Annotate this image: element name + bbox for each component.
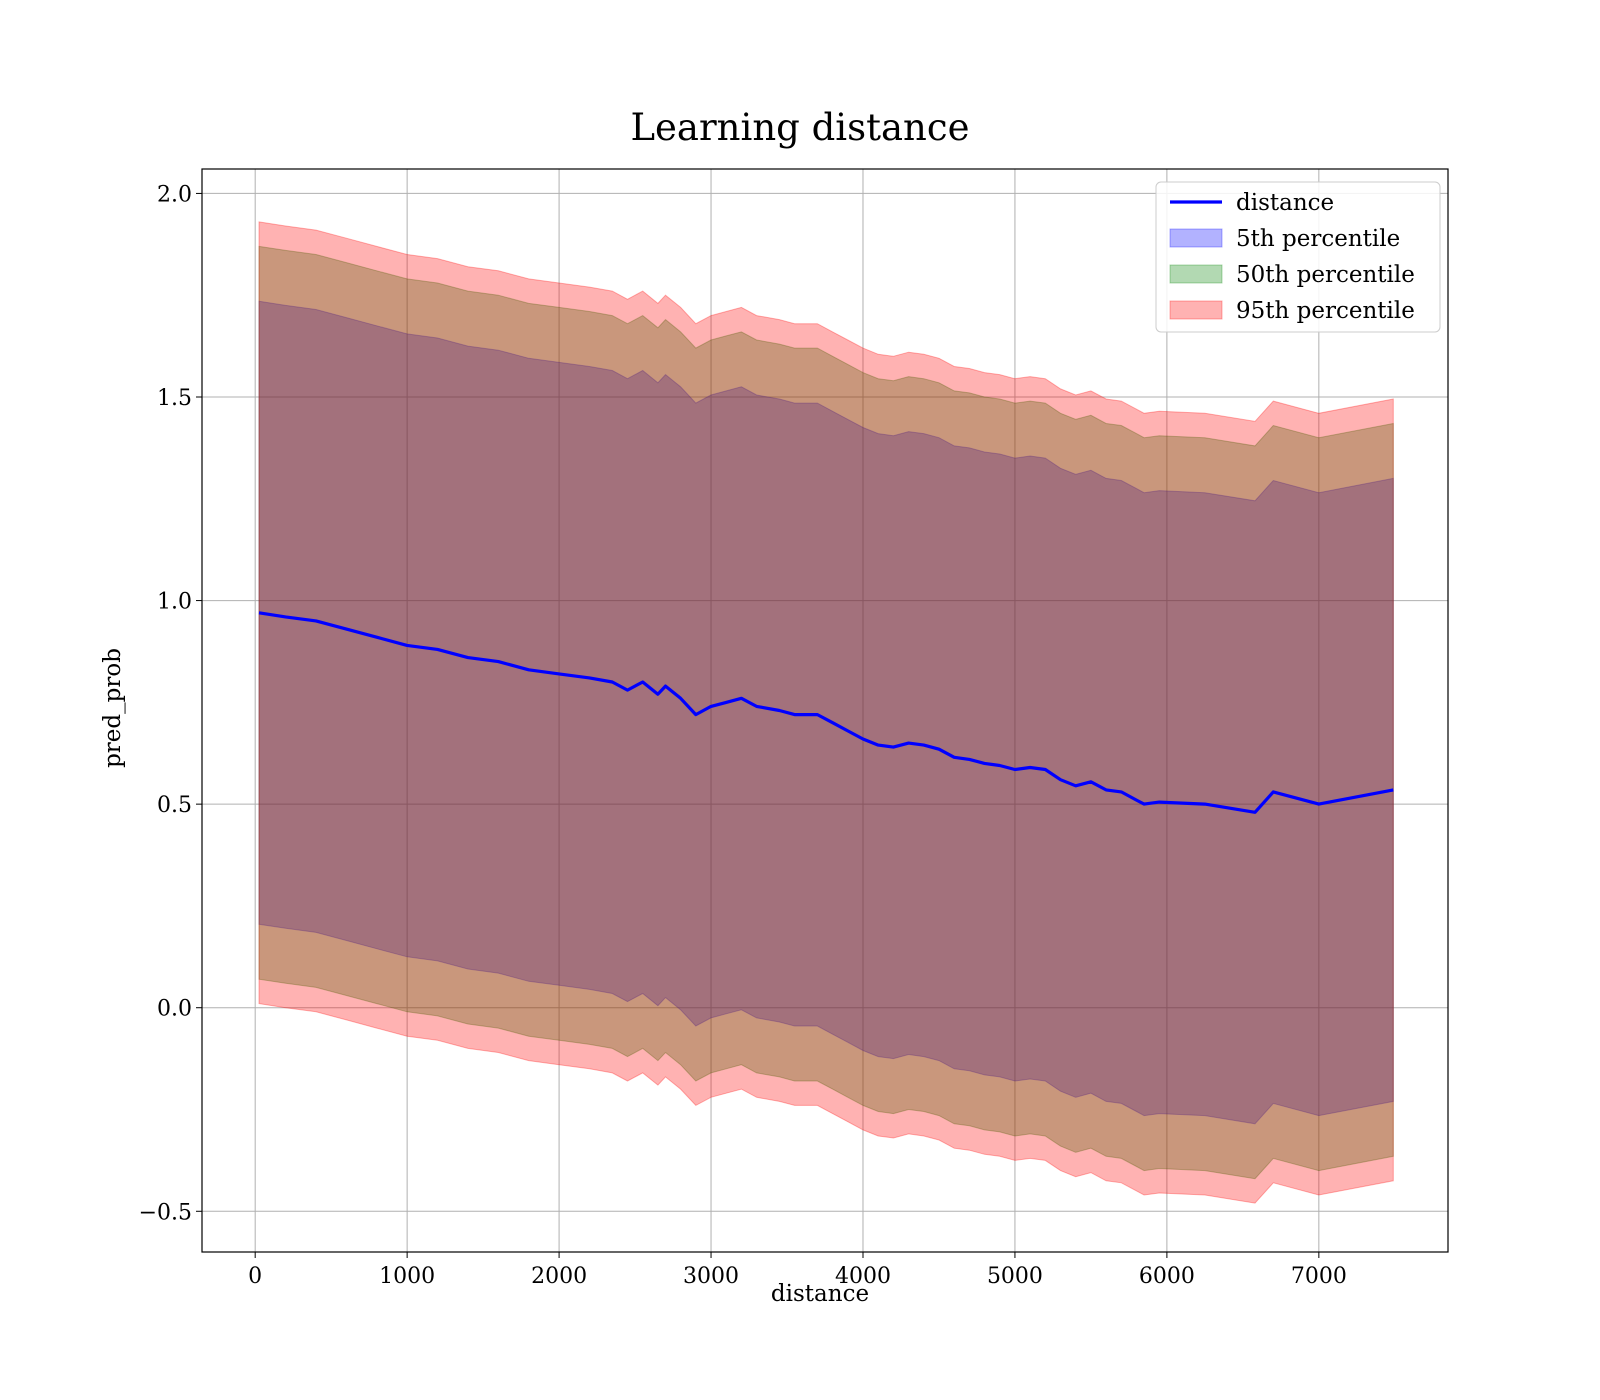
plot-area [201,168,1449,1253]
y-tick-label: 2.0 [157,182,192,207]
x-tick-label: 3000 [683,1264,739,1289]
band-50th-percentile [258,245,1394,1180]
y-axis-label: pred_prob [100,648,126,768]
grid [202,169,1448,1252]
x-axis-ticks: 0 1000 2000 3000 4000 5000 6000 7000 [248,1252,1347,1289]
band-95th-percentile [258,221,1394,1204]
legend-label-50th-percentile: 50th percentile [1236,262,1415,288]
x-tick-label: 5000 [987,1264,1043,1289]
y-tick-label: 1.0 [157,590,192,615]
x-tick-label: 1000 [379,1264,435,1289]
legend: distance 5th percentile 50th percentile 95t… [1155,181,1441,333]
x-tick-label: 6000 [1139,1264,1195,1289]
x-tick-label: 0 [248,1264,262,1289]
x-axis-label: distance [771,1281,869,1307]
line-distance [258,611,1394,814]
plot-frame [201,168,1449,1253]
legend-swatch-5th-percentile [1169,228,1223,248]
y-tick-label: −0.5 [139,1200,192,1225]
x-tick-label: 7000 [1291,1264,1347,1289]
y-tick-label: 0.5 [157,793,192,818]
chart-title: Learning distance [630,106,969,149]
x-tick-label: 2000 [531,1264,587,1289]
band-5th-percentile [258,300,1394,1125]
y-tick-label: 1.5 [157,386,192,411]
x-tick-label: 4000 [835,1264,891,1289]
y-tick-label: 0.0 [157,997,192,1022]
percentile-bands [258,221,1394,1204]
y-axis-ticks: −0.5 0.0 0.5 1.0 1.5 2.0 [139,182,202,1225]
legend-label-95th-percentile: 95th percentile [1236,298,1415,324]
legend-label-5th-percentile: 5th percentile [1236,226,1400,252]
series-lines [258,611,1394,814]
legend-swatch-50th-percentile [1169,264,1223,284]
legend-box [1155,181,1441,333]
legend-swatch-95th-percentile [1169,300,1223,320]
legend-label-distance: distance [1236,190,1334,216]
